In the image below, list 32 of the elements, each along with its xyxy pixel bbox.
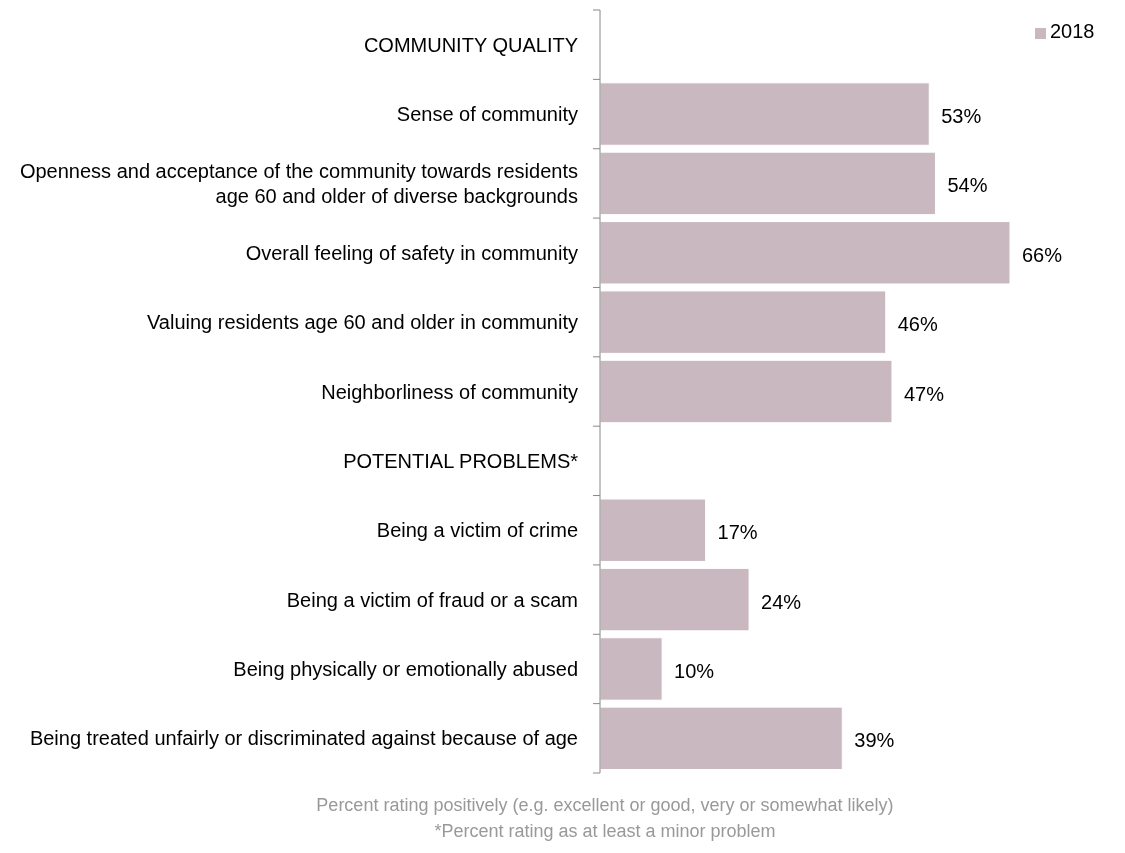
bar — [599, 706, 843, 771]
data-label: 24% — [761, 590, 802, 613]
bar — [599, 359, 893, 424]
bar — [599, 567, 750, 632]
data-label: 54% — [947, 174, 988, 197]
bar — [599, 221, 1011, 285]
y-tick-label: Being a victim of crime — [376, 519, 578, 542]
y-tick-label: POTENTIAL PROBLEMS* — [343, 449, 579, 472]
data-label: 66% — [1022, 243, 1063, 266]
y-tick-label: Neighborliness of community — [321, 380, 578, 403]
bar — [599, 498, 707, 562]
bar — [599, 151, 936, 216]
y-tick-label: Being physically or emotionally abused — [233, 657, 578, 680]
data-label: 39% — [854, 729, 895, 752]
bar — [599, 290, 887, 354]
text: *Percent rating as at least a minor problem — [434, 821, 776, 841]
text: Percent rating positively (e.g. excellent or good, very or somewhat likely) — [316, 795, 894, 815]
legend-label: 2018 — [1050, 20, 1095, 42]
y-tick-label: Overall feeling of safety in community — [245, 241, 578, 264]
y-tick-label: Being a victim of fraud or a scam — [286, 588, 578, 611]
data-label: 46% — [897, 313, 938, 336]
y-tick-label: Openness and acceptance of the community towards residents age 60 and older of diverse backgrounds — [19, 159, 578, 207]
data-label: 47% — [903, 382, 945, 405]
y-tick-label: COMMUNITY QUALITY — [363, 33, 578, 56]
data-label: 10% — [674, 659, 715, 682]
y-tick-label: Valuing residents age 60 and older in community — [147, 311, 578, 334]
bar — [599, 82, 930, 146]
y-tick-label: Sense of community — [396, 103, 578, 126]
data-label: 17% — [717, 521, 758, 544]
y-tick-label: Being treated unfairly or discriminated against because of age — [29, 727, 578, 750]
data-label: 53% — [941, 105, 982, 128]
bar — [599, 637, 663, 701]
